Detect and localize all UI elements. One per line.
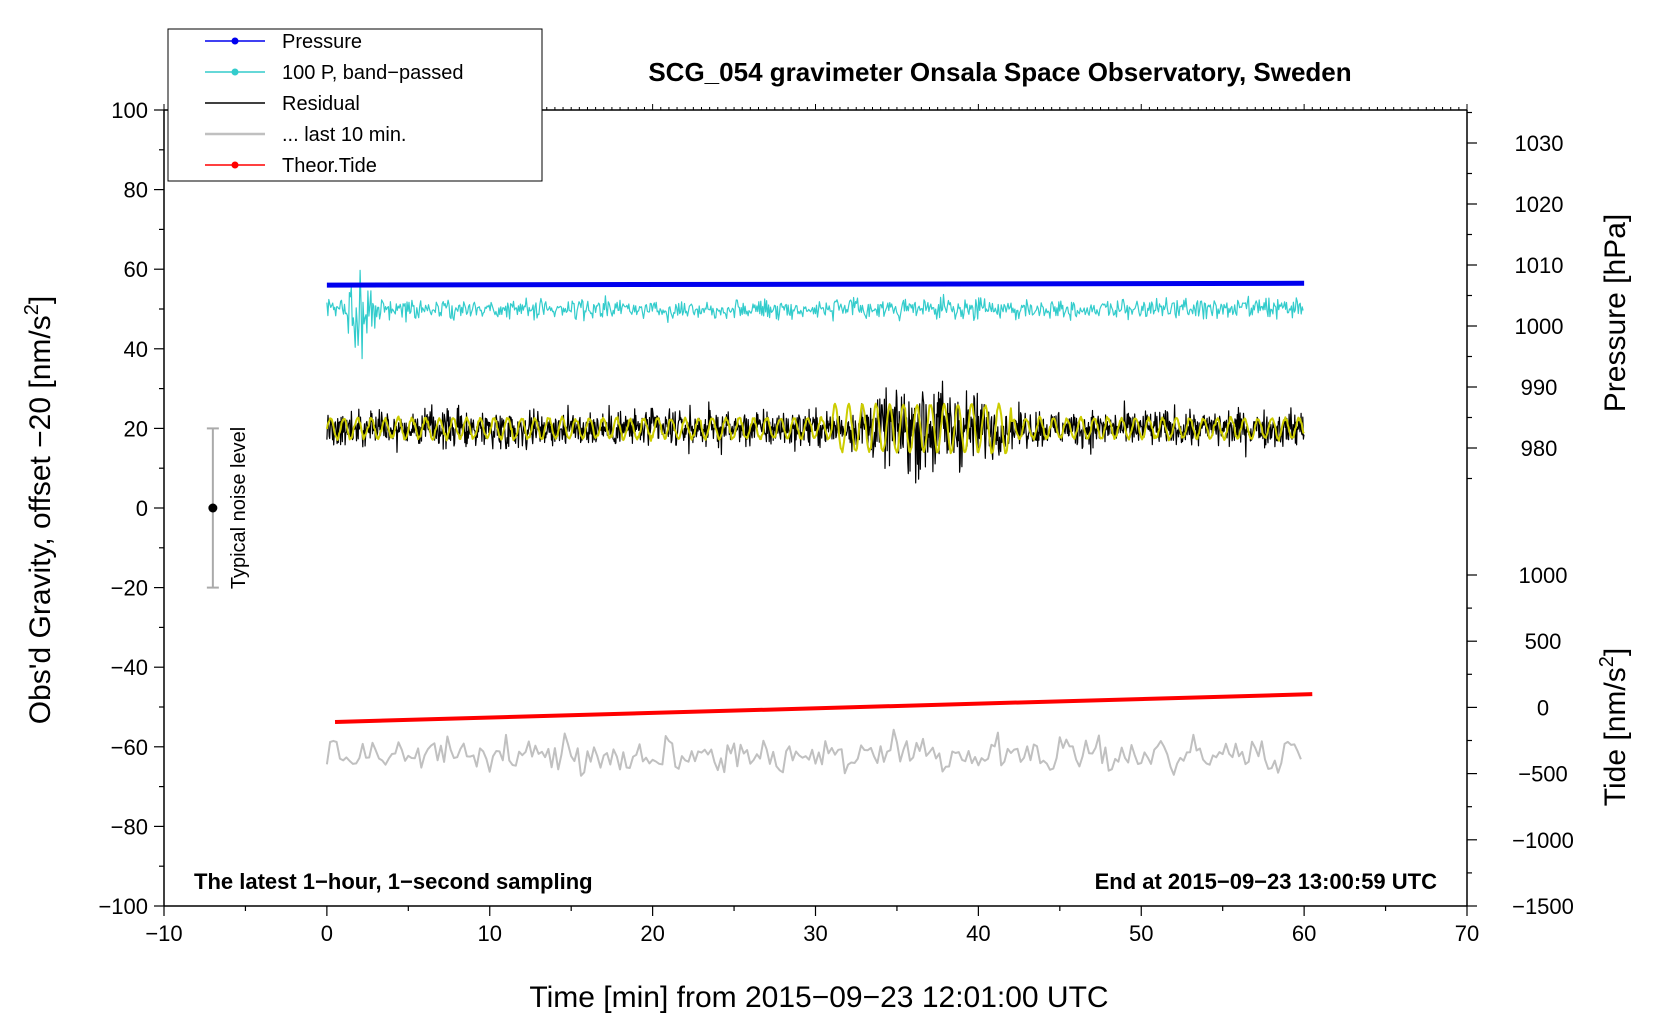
legend-label: Theor.Tide: [282, 155, 377, 177]
x-tick-label: −10: [145, 921, 182, 946]
legend-box: [167, 28, 543, 182]
x-tick-label: 40: [966, 921, 990, 946]
y-tide-tick-label: −500: [1518, 762, 1568, 787]
series-last-10-min: [325, 728, 1302, 777]
y-left-tick-label: −80: [111, 814, 148, 839]
legend-swatch-marker: [231, 161, 239, 169]
noise-level-label: Typical noise level: [228, 427, 250, 589]
annotation-end-time: End at 2015−09−23 13:00:59 UTC: [1095, 869, 1438, 894]
y-left-tick-label: 40: [124, 337, 148, 362]
series-layer: [325, 269, 1313, 777]
y-axis-left-title-main: Obs'd Gravity, offset −20 [nm/s: [24, 315, 57, 724]
series-residual-lowpass: [325, 402, 1305, 455]
annotation-sampling: The latest 1−hour, 1−second sampling: [194, 869, 593, 894]
x-tick-label: 20: [640, 921, 664, 946]
y-pressure-tick-label: 1020: [1515, 192, 1564, 217]
y-axis-tide-title: Tide [nm/s2]: [1596, 648, 1632, 806]
legend-label: Pressure: [282, 31, 362, 53]
legend-entries: Pressure 100 P, band−passed Residual ... la…: [205, 31, 463, 177]
chart-title: SCG_054 gravimeter Onsala Space Observat…: [648, 57, 1351, 87]
y-axis-tide-title-end: ]: [1599, 648, 1632, 656]
series-band-passed-pressure: [326, 269, 1304, 360]
y-left-tick-label: −40: [111, 655, 148, 680]
series-pressure: [326, 280, 1305, 288]
x-axis-title: Time [min] from 2015−09−23 12:01:00 UTC: [529, 981, 1108, 1014]
y-axis-left-title-end: ]: [24, 296, 57, 304]
y-axis-left-title: Obs'd Gravity, offset −20 [nm/s2]: [21, 296, 57, 724]
y-pressure-tick-label: 990: [1521, 375, 1558, 400]
axis-ticks: −10 0 10 20 30 40 50 60 70100806040200−20−40−60−…: [98, 98, 1573, 946]
plot-frame: [163, 109, 1468, 907]
y-tide-tick-label: 0: [1537, 695, 1549, 720]
y-left-tick-label: 0: [136, 496, 148, 521]
y-pressure-tick-label: 980: [1521, 436, 1558, 461]
x-tick-label: 0: [321, 921, 333, 946]
y-tide-tick-label: 500: [1525, 629, 1562, 654]
x-tick-label: 60: [1292, 921, 1316, 946]
y-left-tick-label: −100: [98, 894, 148, 919]
x-tick-label: 50: [1129, 921, 1153, 946]
y-left-tick-label: −20: [111, 576, 148, 601]
series-theor-tide: [334, 692, 1313, 724]
y-axis-left-title-sup: 2: [21, 304, 43, 315]
y-pressure-tick-label: 1030: [1515, 131, 1564, 156]
legend-swatch-marker: [231, 68, 239, 76]
legend-label: Residual: [282, 93, 360, 115]
y-axis-tide-title-sup: 2: [1596, 656, 1618, 667]
y-axis-tide-title-main: Tide [nm/s: [1599, 667, 1632, 806]
x-tick-label: 30: [803, 921, 827, 946]
y-left-tick-label: 80: [124, 178, 148, 203]
y-pressure-tick-label: 1000: [1515, 314, 1564, 339]
noise-bar-center-dot: [208, 503, 218, 513]
series-residual: [326, 380, 1305, 484]
noise-level-bar: [206, 427, 219, 589]
y-left-tick-label: 20: [124, 416, 148, 441]
legend-label: ... last 10 min.: [282, 124, 407, 146]
y-axis-pressure-title: Pressure [hPa]: [1599, 214, 1632, 412]
y-left-tick-label: 100: [111, 98, 148, 123]
x-tick-label: 70: [1455, 921, 1479, 946]
legend-swatch-marker: [231, 37, 239, 45]
x-tick-label: 10: [478, 921, 502, 946]
y-tide-tick-label: −1500: [1512, 894, 1574, 919]
y-left-tick-label: 60: [124, 257, 148, 282]
y-tide-tick-label: −1000: [1512, 828, 1574, 853]
legend-label: 100 P, band−passed: [282, 62, 463, 84]
y-tide-tick-label: 1000: [1519, 563, 1568, 588]
y-pressure-tick-label: 1010: [1515, 253, 1564, 278]
legend: Pressure 100 P, band−passed Residual ... la…: [167, 28, 543, 182]
y-left-tick-label: −60: [111, 735, 148, 760]
